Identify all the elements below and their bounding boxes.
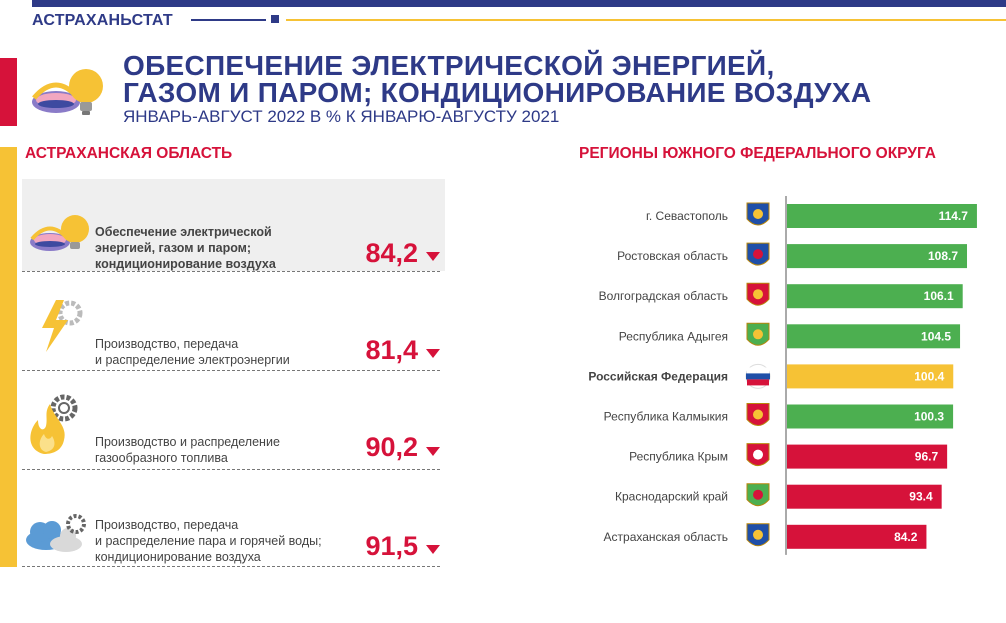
chart-value-label: 108.7 [928, 249, 958, 263]
row-divider [22, 370, 440, 371]
row-divider [22, 469, 440, 470]
highlight-row-background [22, 179, 445, 271]
row-4-label-line: и распределение пара и горячей воды; [95, 534, 322, 548]
emblem-detail [753, 449, 763, 460]
row-2-label: Производство, передача и распределение э… [95, 336, 290, 368]
row-3-value: 90,2 [365, 432, 418, 462]
row-4-value: 91,5 [365, 531, 418, 561]
row-1-label-line: кондиционирование воздуха [95, 257, 276, 271]
chart-value-label: 114.7 [939, 209, 969, 223]
decrease-arrow-icon [426, 545, 440, 554]
row-1-value: 84,2 [365, 238, 418, 268]
page-title: ОБЕСПЕЧЕНИЕ ЭЛЕКТРИЧЕСКОЙ ЭНЕРГИЕЙ, ГАЗО… [123, 50, 872, 108]
chart-bar [787, 324, 961, 349]
row-4-label-line: Производство, передача [95, 518, 239, 532]
row-3-label-line: газообразного топлива [95, 451, 228, 465]
chart-bar [787, 444, 948, 469]
left-panel-heading: АСТРАХАНСКАЯ ОБЛАСТЬ [25, 145, 233, 162]
chart-value-label: 84.2 [894, 530, 918, 544]
chart-category-label: Российская Федерация [588, 369, 728, 383]
brand-name: АСТРАХАНЬСТАТ [32, 12, 173, 29]
top-bar [32, 0, 1006, 7]
chart-category-label: Республика Крым [629, 450, 728, 464]
chart-value-label: 96.7 [915, 450, 939, 464]
lightbulb-icon [32, 69, 103, 115]
title-line-1: ОБЕСПЕЧЕНИЕ ЭЛЕКТРИЧЕСКОЙ ЭНЕРГИЕЙ, [123, 50, 775, 81]
emblem-detail [753, 529, 763, 540]
chart-category-label: Республика Калмыкия [604, 410, 728, 424]
chart-value-label: 106.1 [924, 289, 954, 303]
page-subtitle: ЯНВАРЬ-АВГУСТ 2022 В % К ЯНВАРЮ-АВГУСТУ … [123, 107, 560, 126]
row-2-label-line: Производство, передача [95, 337, 239, 351]
chart-bar [787, 484, 942, 509]
row-3-label: Производство и распределение газообразно… [95, 434, 280, 466]
decrease-arrow-icon [426, 349, 440, 358]
emblem-detail [753, 329, 763, 340]
chart-value-label: 100.4 [914, 369, 944, 383]
row-2-label-line: и распределение электроэнергии [95, 353, 290, 367]
russia-flag-blue-band [746, 373, 770, 380]
row-3-label-line: Производство и распределение [95, 435, 280, 449]
right-panel-heading: РЕГИОНЫ ЮЖНОГО ФЕДЕРАЛЬНОГО ОКРУГА [579, 145, 936, 162]
row-divider [22, 271, 440, 272]
chart-value-label: 100.3 [914, 410, 944, 424]
chart-bar [787, 524, 927, 549]
chart-category-label: Республика Адыгея [619, 329, 728, 343]
chart-bar [787, 204, 977, 228]
title-line-2: ГАЗОМ И ПАРОМ; КОНДИЦИОНИРОВАНИЕ ВОЗДУХА [123, 77, 872, 108]
chart-value-label: 93.4 [909, 490, 933, 504]
emblem-detail [753, 289, 763, 300]
lightbulb-icon [30, 215, 89, 251]
row-1-label-line: Обеспечение электрической [95, 225, 272, 239]
chart-category-label: Ростовская область [617, 249, 728, 263]
chart-category-label: Краснодарский край [615, 490, 728, 504]
chart-category-label: Астраханская область [604, 530, 728, 544]
row-divider [22, 566, 440, 567]
russia-flag-white-band [747, 367, 769, 374]
emblem-detail [753, 409, 763, 420]
lightning-gear-icon [42, 300, 83, 352]
flame-gear-icon [30, 394, 78, 454]
cloud-gear-icon [26, 514, 86, 552]
row-4-label-line: кондиционирование воздуха [95, 550, 261, 564]
russia-flag-red-band [747, 379, 769, 386]
chart-bar [787, 364, 954, 389]
brand-divider-yellow [286, 19, 1006, 21]
row-1-label: Обеспечение электрической энергией, газо… [95, 224, 276, 272]
chart-bar [787, 244, 968, 269]
chart-category-label: Волгоградская область [599, 289, 728, 303]
emblem-detail [753, 209, 763, 219]
left-accent-bar [0, 147, 17, 567]
brand-divider [191, 19, 266, 21]
chart-category-label: г. Севастополь [646, 209, 728, 223]
title-accent-tab [0, 58, 17, 126]
row-2-value: 81,4 [365, 335, 418, 365]
chart-value-label: 104.5 [921, 329, 951, 343]
emblem-detail [753, 249, 763, 260]
decrease-arrow-icon [426, 447, 440, 456]
decrease-arrow-icon [426, 252, 440, 261]
brand-marker [271, 15, 279, 23]
emblem-detail [753, 489, 763, 500]
row-1-label-line: энергией, газом и паром; [95, 241, 252, 255]
row-4-label: Производство, передача и распределение п… [95, 517, 322, 565]
chart-bar [787, 284, 963, 309]
chart-bar [787, 404, 954, 429]
